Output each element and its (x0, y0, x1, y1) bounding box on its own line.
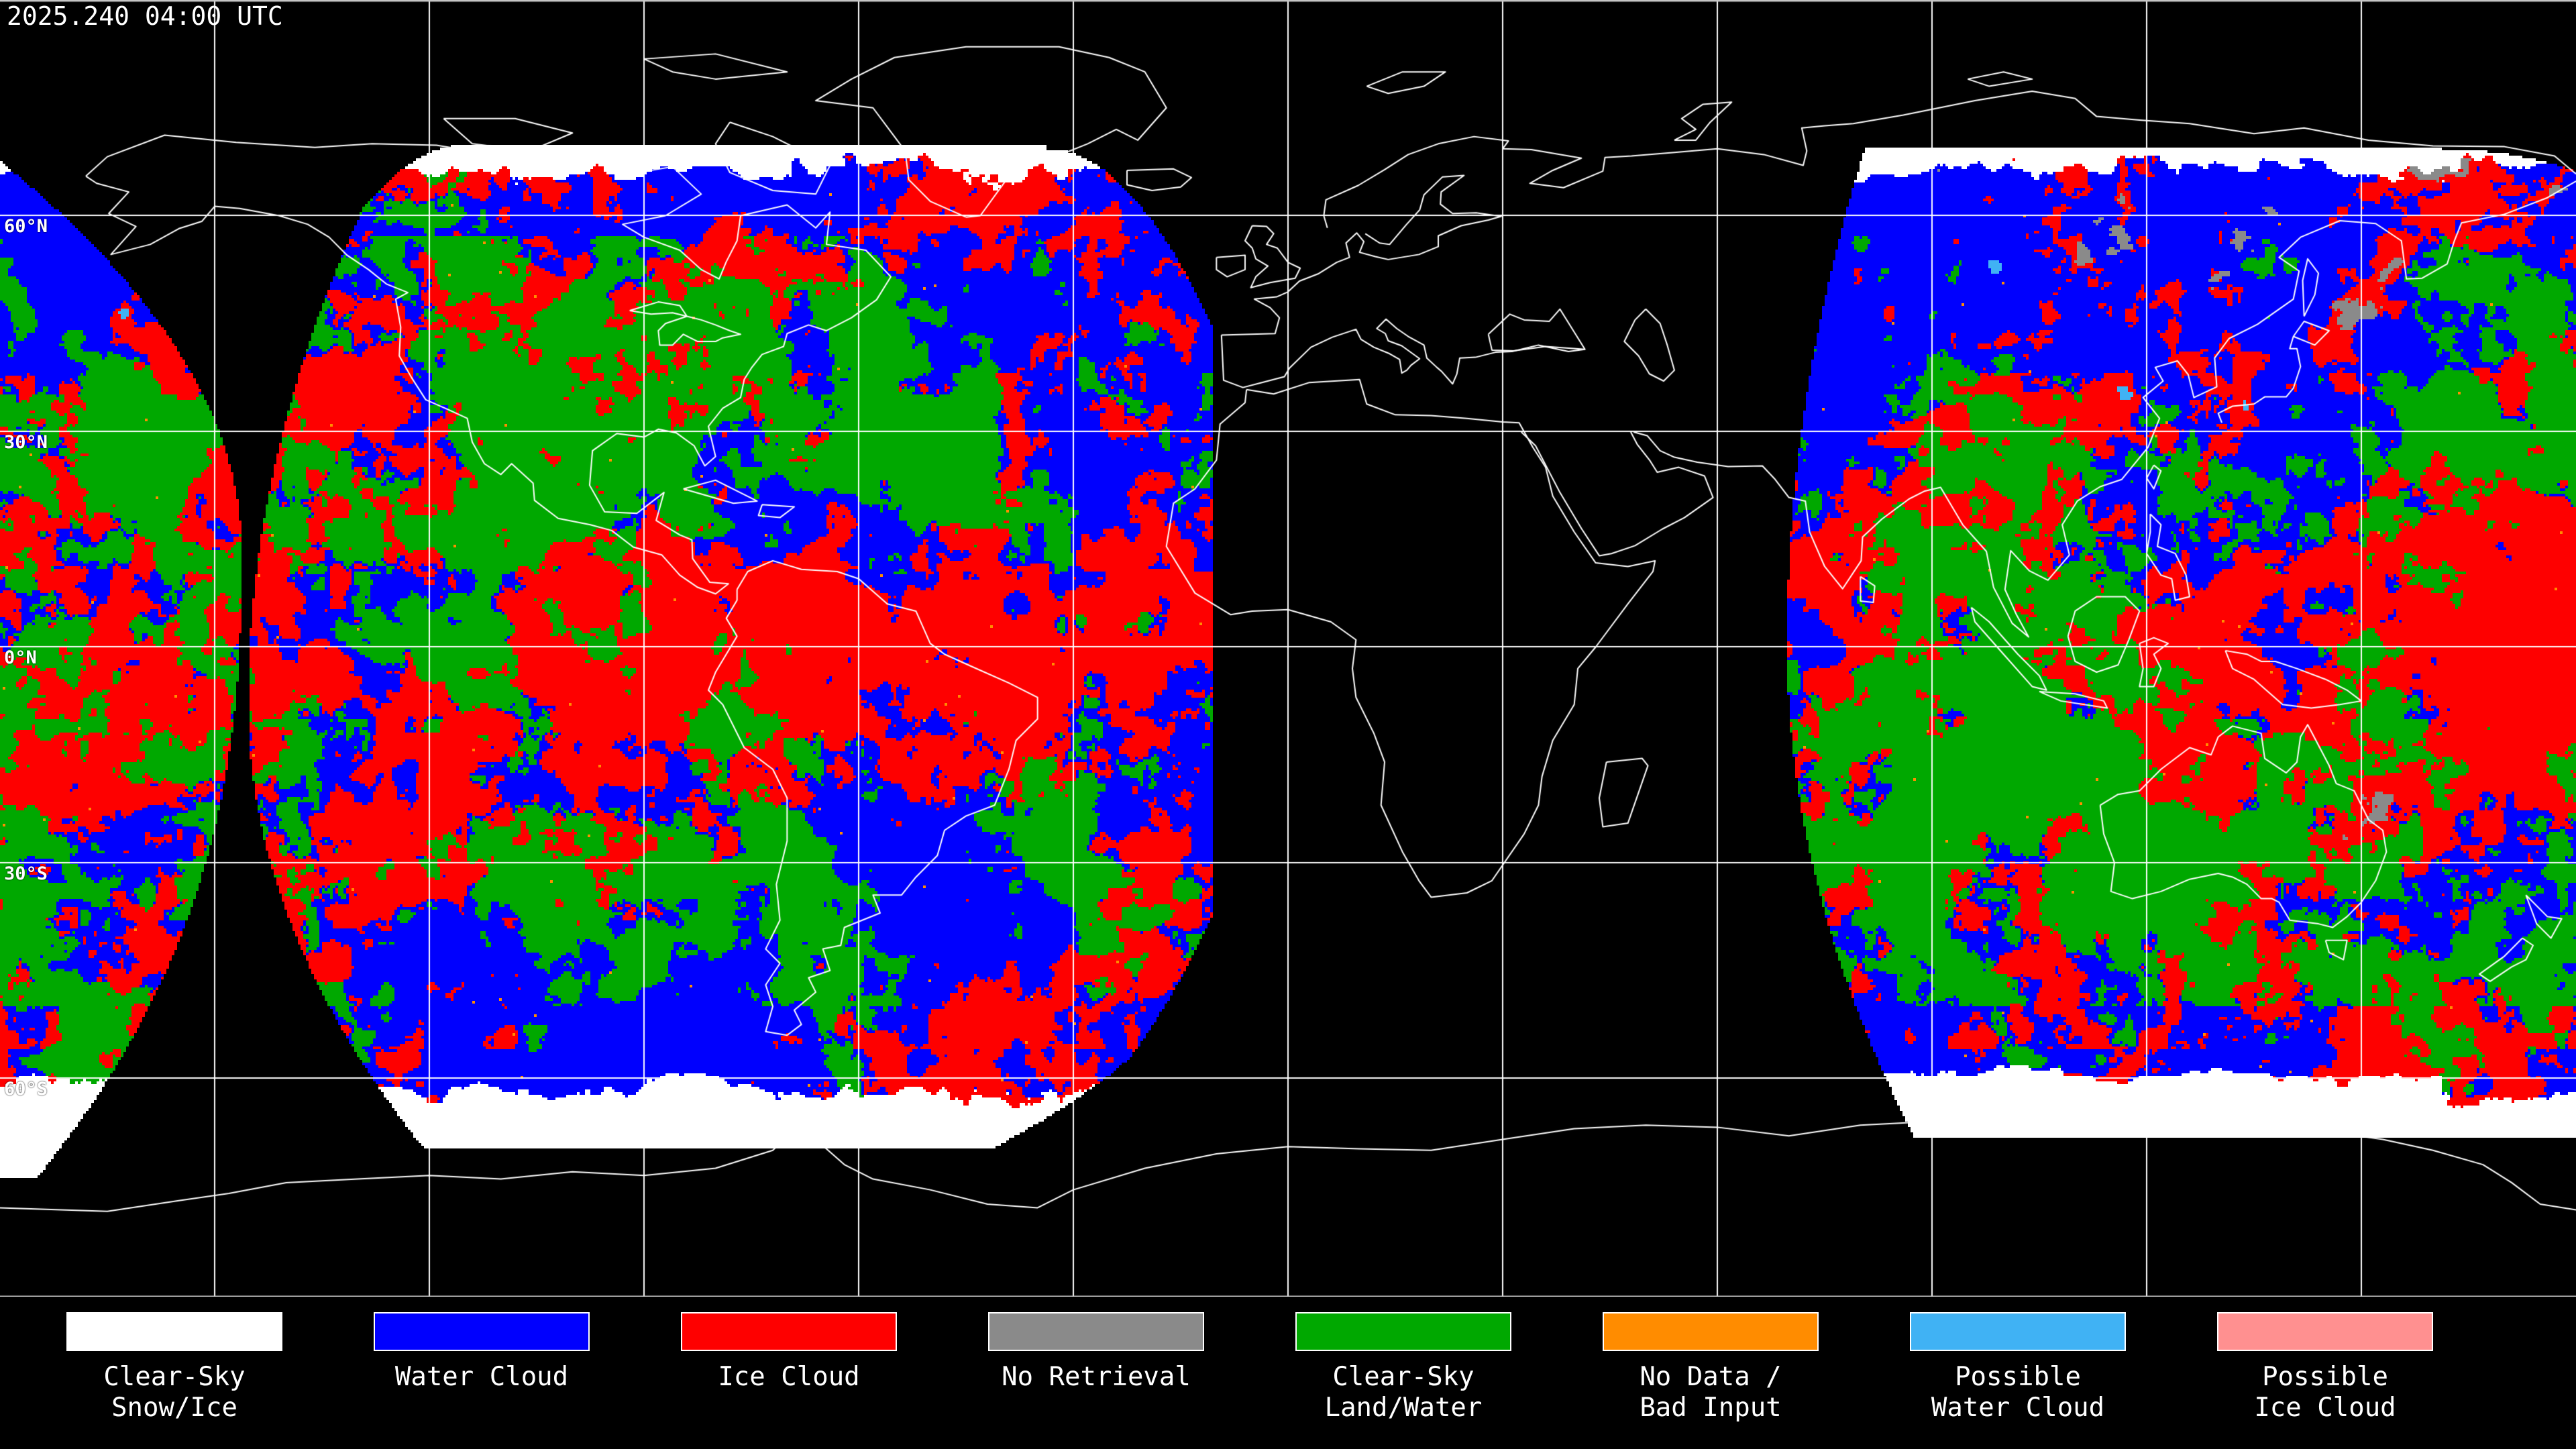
legend-item-clear-sky-snow-ice: Clear-Sky Snow/Ice (21, 1297, 328, 1449)
legend-item-ice-cloud: Ice Cloud (635, 1297, 943, 1449)
legend-label-possible-ice-cloud: Possible Ice Cloud (2254, 1362, 2396, 1423)
lat-label-30s: 30°S (4, 863, 48, 884)
legend-item-no-data-bad-input: No Data / Bad Input (1557, 1297, 1864, 1449)
legend-swatch-water-cloud (374, 1312, 590, 1351)
lat-label-60n: 60°N (4, 216, 48, 237)
map-grid-coastline-overlay (0, 0, 2576, 1301)
legend-swatch-no-data-bad-input (1603, 1312, 1819, 1351)
legend-swatch-possible-ice-cloud (2217, 1312, 2433, 1351)
legend-label-possible-water-cloud: Possible Water Cloud (1931, 1362, 2105, 1423)
legend: Clear-Sky Snow/Ice Water Cloud Ice Cloud No… (0, 1297, 2576, 1449)
legend-item-no-retrieval: No Retrieval (943, 1297, 1250, 1449)
timestamp-label: 2025.240 04:00 UTC (7, 1, 283, 31)
legend-label-no-retrieval: No Retrieval (1002, 1362, 1191, 1392)
legend-label-no-data-bad-input: No Data / Bad Input (1640, 1362, 1782, 1423)
lat-label-30n: 30°N (4, 432, 48, 453)
lat-label-0n: 0°N (4, 647, 37, 668)
legend-swatch-ice-cloud (681, 1312, 897, 1351)
legend-label-clear-sky-snow-ice: Clear-Sky Snow/Ice (103, 1362, 246, 1423)
legend-label-clear-sky-land-water: Clear-Sky Land/Water (1324, 1362, 1483, 1423)
legend-swatch-clear-sky-land-water (1295, 1312, 1511, 1351)
legend-swatch-no-retrieval (988, 1312, 1204, 1351)
legend-item-possible-ice-cloud: Possible Ice Cloud (2171, 1297, 2479, 1449)
lat-label-60s: 60°S (4, 1079, 48, 1099)
legend-swatch-clear-sky-snow-ice (66, 1312, 282, 1351)
legend-swatch-possible-water-cloud (1910, 1312, 2126, 1351)
legend-label-water-cloud: Water Cloud (394, 1362, 569, 1392)
legend-item-water-cloud: Water Cloud (328, 1297, 635, 1449)
legend-item-clear-sky-land-water: Clear-Sky Land/Water (1250, 1297, 1557, 1449)
legend-item-possible-water-cloud: Possible Water Cloud (1864, 1297, 2171, 1449)
legend-label-ice-cloud: Ice Cloud (718, 1362, 860, 1392)
